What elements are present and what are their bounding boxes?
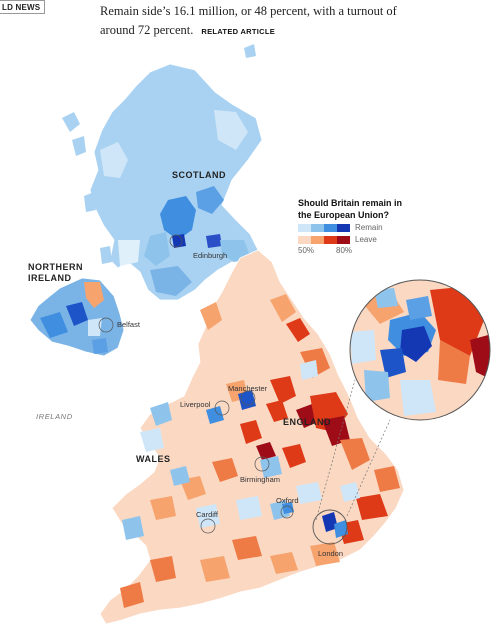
label-belfast: Belfast [117, 320, 141, 329]
legend-ticks: 50% 80% [298, 245, 418, 257]
label-scotland: SCOTLAND [172, 170, 226, 180]
legend-remain-swatch-2 [311, 223, 324, 232]
scotland-islands [62, 44, 256, 264]
london-inset [315, 279, 491, 521]
northern-ireland-shape [29, 277, 125, 357]
label-northern-ireland-2: IRELAND [28, 273, 72, 283]
label-northern-ireland-1: NORTHERN [28, 262, 83, 272]
legend-leave-row: Leave [298, 234, 418, 245]
label-manchester: Manchester [228, 384, 268, 393]
lede-line-2-text: around 72 percent. [100, 23, 194, 37]
related-article-link[interactable]: RELATED ARTICLE [201, 27, 276, 36]
legend-remain-label: Remain [355, 223, 383, 232]
legend-leave-swatch-2 [311, 235, 324, 244]
legend-title-1: Should Britain remain in [298, 198, 403, 208]
legend-leave-swatch-1 [298, 235, 311, 244]
label-england: ENGLAND [283, 417, 331, 427]
legend-remain-swatch-1 [298, 223, 311, 232]
label-liverpool: Liverpool [180, 400, 211, 409]
legend-title-2: the European Union? [298, 210, 389, 220]
lede-line-2: around 72 percent. RELATED ARTICLE [100, 21, 400, 41]
section-tag[interactable]: LD NEWS [0, 0, 46, 14]
lede-line-1: Remain side’s 16.1 million, or 48 percen… [100, 4, 397, 18]
label-cardiff: Cardiff [196, 510, 219, 519]
scotland-shape [89, 63, 263, 301]
legend-leave-label: Leave [355, 235, 377, 244]
legend-remain-swatch-4 [337, 223, 350, 232]
legend-remain-row: Remain [298, 222, 418, 233]
legend-remain-swatch-3 [324, 223, 337, 232]
legend-leave-swatch-3 [324, 235, 337, 244]
label-birmingham: Birmingham [240, 475, 280, 484]
label-wales: WALES [136, 454, 171, 464]
label-london: London [318, 549, 343, 558]
remain-areas [122, 360, 360, 540]
legend-tick-min: 50% [298, 246, 315, 255]
label-oxford: Oxford [276, 496, 299, 505]
label-ireland-sea: IRELAND [36, 412, 73, 421]
legend-leave-swatch-4 [337, 235, 350, 244]
label-edinburgh: Edinburgh [193, 251, 227, 260]
city-markers [98, 234, 348, 545]
legend-tick-max: 80% [336, 246, 353, 255]
article-lede: Remain side’s 16.1 million, or 48 percen… [100, 2, 400, 41]
legend: Should Britain remain in the European Un… [298, 197, 418, 257]
